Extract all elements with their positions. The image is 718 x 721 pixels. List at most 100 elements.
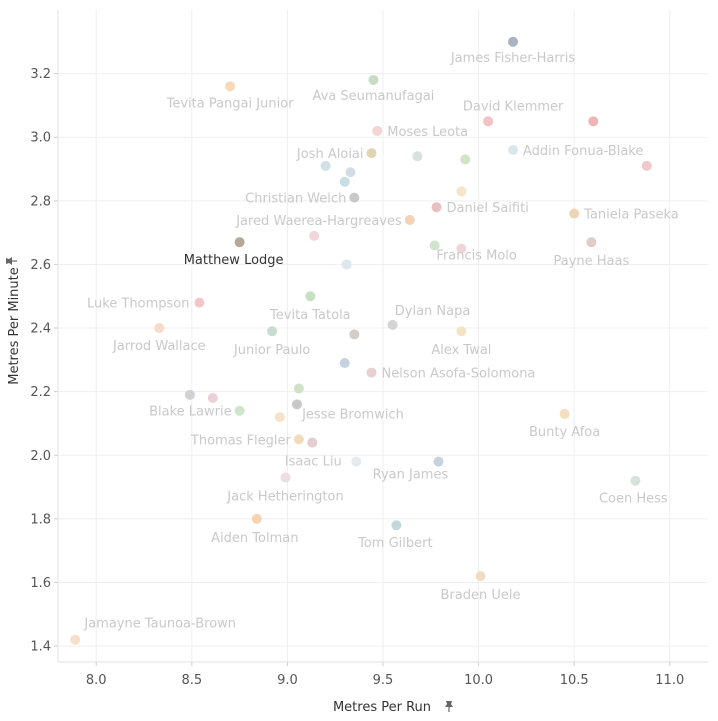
point-label: Jack Hetherington <box>226 490 343 505</box>
data-point[interactable] <box>460 154 471 165</box>
point-label: David Klemmer <box>463 99 564 114</box>
data-point[interactable] <box>234 237 245 248</box>
data-point[interactable] <box>483 116 494 127</box>
data-point[interactable] <box>345 167 356 178</box>
y-tick-label: 2.8 <box>30 194 51 209</box>
data-point[interactable] <box>366 148 377 159</box>
point-label: Francis Molo <box>436 248 517 263</box>
data-point[interactable] <box>368 74 379 85</box>
data-point[interactable] <box>391 520 402 531</box>
y-tick-label: 1.6 <box>30 576 51 591</box>
point-label: Alex Twal <box>431 343 491 358</box>
data-point[interactable] <box>372 125 383 136</box>
point-label: Tevita Tatola <box>269 308 351 323</box>
point-labels: James Fisher-Harris Tevita Pangai Junior A… <box>83 51 678 632</box>
point-label: Dylan Napa <box>395 304 471 319</box>
data-point[interactable] <box>341 259 352 270</box>
data-point[interactable] <box>586 237 597 248</box>
data-point[interactable] <box>194 297 205 308</box>
data-point[interactable] <box>569 208 580 219</box>
y-axis: 1.4 1.6 1.8 2.0 2.2 2.4 2.6 2.8 3.0 3.2 <box>30 67 58 655</box>
data-point[interactable] <box>588 116 599 127</box>
point-label: Taniela Paseka <box>583 208 679 223</box>
point-label: Josh Aloiai <box>296 147 364 162</box>
data-point[interactable] <box>207 393 218 404</box>
data-point[interactable] <box>234 405 245 416</box>
point-label: Braden Uele <box>441 588 521 603</box>
point-label: James Fisher-Harris <box>450 51 576 66</box>
data-point[interactable] <box>387 319 398 330</box>
data-point[interactable] <box>339 176 350 187</box>
data-point[interactable] <box>366 367 377 378</box>
data-point[interactable] <box>412 151 423 162</box>
data-point[interactable] <box>70 634 81 645</box>
data-point[interactable] <box>404 214 415 225</box>
point-label: Blake Lawrie <box>149 405 232 420</box>
x-axis-title[interactable]: Metres Per Run <box>333 700 431 715</box>
y-axis-title[interactable]: Metres Per Minute <box>7 267 22 385</box>
point-label: Coen Hess <box>599 492 668 507</box>
data-point[interactable] <box>309 230 320 241</box>
point-label: Isaac Liu <box>285 455 342 470</box>
data-point[interactable] <box>431 202 442 213</box>
point-label: Tevita Pangai Junior <box>166 96 295 111</box>
data-point[interactable] <box>456 326 467 337</box>
data-point[interactable] <box>225 81 236 92</box>
point-label: Jesse Bromwich <box>301 407 404 422</box>
data-point[interactable] <box>508 36 518 47</box>
x-tick-label: 10.0 <box>464 673 493 688</box>
y-tick-label: 1.8 <box>30 512 51 527</box>
data-point[interactable] <box>349 192 360 203</box>
x-axis-pin-icon[interactable] <box>445 701 453 712</box>
point-label: Moses Leota <box>387 125 468 140</box>
point-label: Jarrod Wallace <box>112 339 206 354</box>
data-point[interactable] <box>251 513 262 524</box>
y-tick-label: 2.2 <box>30 385 51 400</box>
data-point[interactable] <box>349 329 360 340</box>
data-point[interactable] <box>559 408 570 419</box>
point-label: Bunty Afoa <box>529 425 600 440</box>
data-point[interactable] <box>630 475 641 486</box>
data-point[interactable] <box>274 412 285 423</box>
data-point[interactable] <box>641 160 652 171</box>
x-tick-label: 11.0 <box>655 673 684 688</box>
y-axis-pin-icon[interactable] <box>6 257 17 265</box>
x-tick-label: 10.5 <box>560 673 589 688</box>
y-tick-label: 3.2 <box>30 67 51 82</box>
data-point[interactable] <box>307 437 318 448</box>
data-point[interactable] <box>429 240 440 251</box>
data-points[interactable] <box>70 36 652 645</box>
point-label: Christian Welch <box>245 192 346 207</box>
data-point[interactable] <box>433 456 444 467</box>
x-tick-label: 8.0 <box>86 673 107 688</box>
point-label: Aiden Tolman <box>211 531 298 546</box>
y-tick-label: 1.4 <box>30 640 51 655</box>
data-point[interactable] <box>508 144 518 155</box>
data-point[interactable] <box>475 571 486 582</box>
data-point[interactable] <box>291 399 302 410</box>
data-point[interactable] <box>351 456 362 467</box>
data-point[interactable] <box>305 291 316 302</box>
y-tick-label: 3.0 <box>30 131 51 146</box>
data-point[interactable] <box>456 186 467 197</box>
data-point[interactable] <box>320 160 331 171</box>
point-label: Payne Haas <box>553 254 629 269</box>
data-point[interactable] <box>267 326 278 337</box>
point-label: Daniel Saifiti <box>447 201 529 216</box>
point-label: Ava Seumanufagai <box>312 89 434 104</box>
data-point[interactable] <box>184 389 195 400</box>
data-point[interactable] <box>293 434 304 445</box>
data-point[interactable] <box>154 323 165 334</box>
grid-lines <box>57 10 708 663</box>
y-tick-label: 2.6 <box>30 258 51 273</box>
x-tick-label: 9.0 <box>277 673 298 688</box>
point-label: Addin Fonua-Blake <box>523 144 643 159</box>
data-point[interactable] <box>293 383 304 394</box>
point-label: Matthew Lodge <box>184 253 284 268</box>
data-point[interactable] <box>280 472 291 483</box>
y-tick-label: 2.4 <box>30 322 51 337</box>
data-point[interactable] <box>456 243 467 254</box>
point-label: Tom Gilbert <box>357 536 432 551</box>
data-point[interactable] <box>339 358 350 369</box>
